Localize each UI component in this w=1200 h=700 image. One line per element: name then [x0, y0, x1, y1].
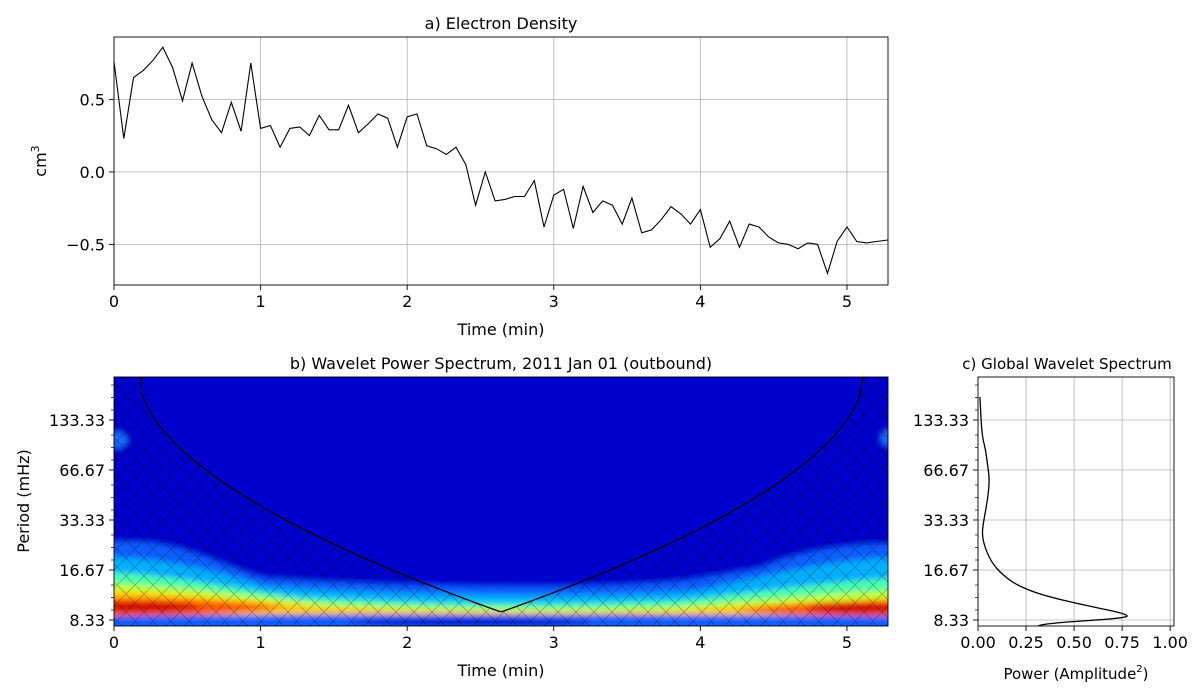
panel-a-x-tick-label: 0	[109, 292, 119, 311]
panel-a: a) Electron Density 0 1 2 3 4 5 0.5 0.0 −0.5 Ti…	[29, 14, 889, 339]
panel-c-y-tick-label: 66.67	[923, 461, 969, 480]
panel-b-title: b) Wavelet Power Spectrum, 2011 Jan 01 (…	[290, 354, 712, 373]
panel-b-x-tick-label: 0	[109, 633, 119, 652]
panel-a-frame	[113, 36, 889, 286]
panel-b-x-tick-label: 1	[255, 633, 265, 652]
panel-a-y-tick-label: −0.5	[66, 235, 105, 254]
panel-a-x-tick-label: 4	[695, 292, 705, 311]
panel-b-y-tick-label: 8.33	[69, 611, 105, 630]
panel-a-x-tick-label: 2	[402, 292, 412, 311]
panel-b-y-ticks: 133.33 66.67 33.33 16.67 8.33	[49, 384, 114, 630]
panel-b-y-tick-label: 133.33	[49, 411, 105, 430]
panel-b: b) Wavelet Power Spectrum, 2011 Jan 01 (…	[14, 354, 889, 680]
panel-b-x-ticks: 0 1 2 3 4 5	[109, 626, 852, 652]
panel-c-x-label: Power (Amplitude2)	[1003, 664, 1148, 683]
panel-a-title: a) Electron Density	[425, 14, 578, 33]
panel-a-y-label: cm3	[29, 145, 50, 176]
panel-c-y-tick-label: 8.33	[933, 611, 969, 630]
panel-b-x-tick-label: 3	[549, 633, 559, 652]
panel-c-x-ticks: 0.00 0.25 0.50 0.75 1.00	[960, 626, 1188, 652]
panel-a-x-ticks: 0 1 2 3 4 5	[109, 285, 852, 311]
panel-a-grid	[113, 37, 888, 285]
panel-a-x-tick-label: 1	[255, 292, 265, 311]
panel-c-x-tick-label: 1.00	[1152, 633, 1188, 652]
panel-b-frame	[113, 376, 889, 627]
panel-c-y-tick-label: 33.33	[923, 511, 969, 530]
panel-c: c) Global Wavelet Spectrum 0.00 0.25 0.50 0…	[913, 355, 1188, 683]
panel-c-y-tick-label: 133.33	[913, 411, 969, 430]
panel-a-x-tick-label: 3	[549, 292, 559, 311]
panel-b-x-label: Time (min)	[457, 661, 545, 680]
electron-density-line	[114, 46, 888, 276]
panel-c-y-tick-label: 16.67	[923, 561, 969, 580]
panel-b-y-tick-label: 66.67	[59, 461, 105, 480]
panel-b-y-tick-label: 33.33	[59, 511, 105, 530]
panel-b-y-label: Period (mHz)	[14, 449, 33, 552]
panel-a-y-tick-label: 0.0	[80, 163, 105, 182]
panel-c-title: c) Global Wavelet Spectrum	[962, 355, 1171, 373]
cone-of-influence-line	[139, 377, 864, 613]
panel-b-x-tick-label: 5	[842, 633, 852, 652]
panel-a-y-tick-label: 0.5	[80, 90, 105, 109]
panel-b-x-tick-label: 2	[402, 633, 412, 652]
panel-b-y-tick-label: 16.67	[59, 561, 105, 580]
panel-a-x-label: Time (min)	[457, 320, 545, 339]
panel-b-x-tick-label: 4	[695, 633, 705, 652]
panel-c-x-tick-label: 0.25	[1008, 633, 1044, 652]
panel-c-frame	[977, 376, 1175, 627]
global-wavelet-line	[979, 396, 1128, 626]
panel-c-grid	[977, 377, 1174, 626]
panel-a-x-tick-label: 5	[842, 292, 852, 311]
panel-c-x-tick-label: 0.00	[960, 633, 996, 652]
panel-c-x-tick-label: 0.75	[1104, 633, 1140, 652]
panel-c-x-tick-label: 0.50	[1056, 633, 1092, 652]
panel-a-y-ticks: 0.5 0.0 −0.5	[66, 90, 114, 254]
panel-c-y-ticks: 133.33 66.67 33.33 16.67 8.33	[913, 384, 978, 630]
